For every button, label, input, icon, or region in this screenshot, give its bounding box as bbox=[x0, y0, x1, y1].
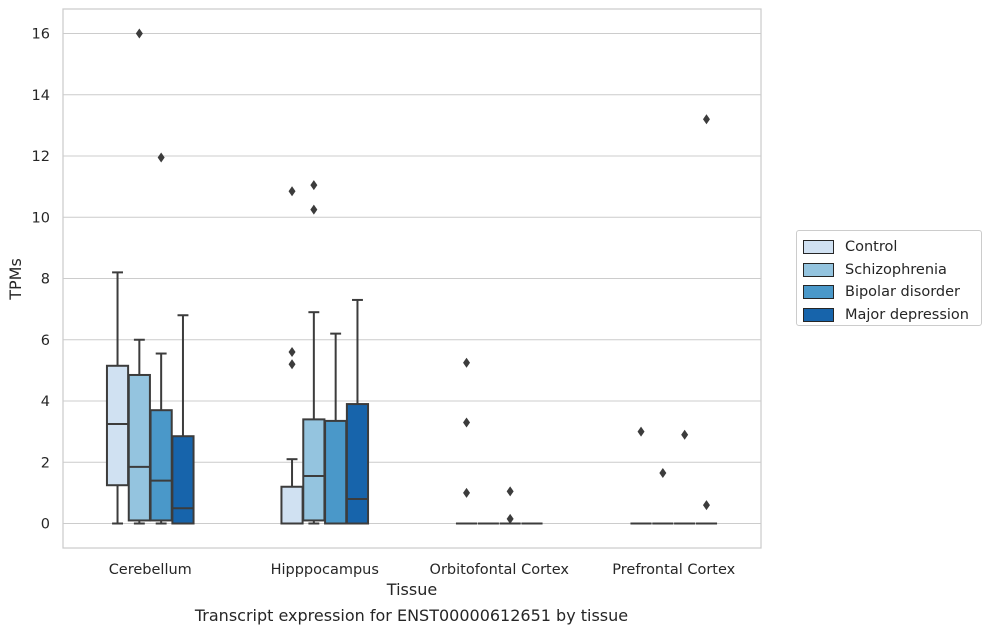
box-group-major-depression-hipppocampus bbox=[345, 298, 370, 525]
outlier-schizophrenia-hipppocampus-0 bbox=[310, 204, 318, 215]
y-tick-label-16: 16 bbox=[32, 27, 50, 43]
legend-label-control: Control bbox=[845, 239, 898, 255]
box-schizophrenia-hipppocampus bbox=[302, 418, 326, 522]
y-tick-label-4: 4 bbox=[41, 394, 50, 410]
outlier-bipolar-disorder-orbitofontal-cortex-0 bbox=[506, 513, 514, 524]
outlier-major-depression-prefrontal-cortex-0 bbox=[702, 500, 710, 511]
x-tick-label-hipppocampus: Hipppocampus bbox=[271, 562, 379, 578]
outliers-layer bbox=[135, 28, 710, 524]
legend-swatch-bipolar-disorder bbox=[803, 285, 834, 300]
legend-item-schizophrenia: Schizophrenia bbox=[803, 259, 981, 282]
figure-caption: Transcript expression for ENST0000061265… bbox=[194, 606, 629, 625]
legend-item-major-depression: Major depression bbox=[803, 304, 981, 327]
outlier-control-hipppocampus-1 bbox=[288, 347, 296, 357]
legend-label-schizophrenia: Schizophrenia bbox=[845, 261, 947, 278]
legend-swatch-control bbox=[803, 240, 834, 255]
x-tick-label-cerebellum: Cerebellum bbox=[109, 562, 192, 578]
outlier-control-hipppocampus-2 bbox=[288, 186, 296, 197]
x-tick-label-orbitofontal-cortex: Orbitofontal Cortex bbox=[430, 562, 570, 578]
box-group-schizophrenia-hipppocampus bbox=[302, 311, 326, 525]
legend-item-bipolar-disorder: Bipolar disorder bbox=[803, 281, 981, 304]
box-group-major-depression-cerebellum bbox=[171, 314, 195, 525]
outlier-bipolar-disorder-orbitofontal-cortex-1 bbox=[506, 486, 514, 497]
outlier-control-prefrontal-cortex-0 bbox=[637, 426, 645, 437]
outlier-control-orbitofontal-cortex-0 bbox=[463, 487, 471, 498]
y-tick-label-12: 12 bbox=[32, 149, 50, 165]
y-tick-label-2: 2 bbox=[41, 455, 50, 471]
outlier-major-depression-prefrontal-cortex-1 bbox=[702, 114, 710, 125]
legend: Control Schizophrenia Bipolar disorder M… bbox=[796, 230, 982, 326]
legend-swatch-major-depression bbox=[803, 307, 834, 322]
x-axis-label: Tissue bbox=[386, 580, 437, 599]
y-tick-label-10: 10 bbox=[32, 210, 50, 226]
outlier-control-hipppocampus-0 bbox=[288, 359, 296, 370]
boxes-layer bbox=[105, 271, 718, 525]
y-axis-label: TPMs bbox=[6, 258, 25, 301]
outlier-schizophrenia-prefrontal-cortex-0 bbox=[659, 467, 667, 478]
y-tick-label-14: 14 bbox=[32, 88, 50, 104]
outlier-control-orbitofontal-cortex-1 bbox=[463, 417, 471, 428]
y-tick-label-6: 6 bbox=[41, 333, 50, 349]
box-major-depression-cerebellum bbox=[171, 435, 195, 525]
legend-item-control: Control bbox=[803, 236, 981, 259]
box-bipolar-disorder-hipppocampus bbox=[324, 419, 348, 525]
box-group-schizophrenia-cerebellum bbox=[127, 338, 151, 525]
outlier-bipolar-disorder-cerebellum-0 bbox=[157, 152, 165, 163]
box-group-bipolar-disorder-hipppocampus bbox=[324, 332, 348, 525]
outlier-bipolar-disorder-prefrontal-cortex-0 bbox=[681, 429, 689, 440]
plot-frame bbox=[62, 8, 762, 549]
outlier-control-orbitofontal-cortex-2 bbox=[463, 357, 471, 368]
legend-label-major-depression: Major depression bbox=[845, 306, 969, 323]
x-tick-label-prefrontal-cortex: Prefrontal Cortex bbox=[612, 562, 735, 578]
legend-label-bipolar-disorder: Bipolar disorder bbox=[845, 284, 960, 300]
box-major-depression-hipppocampus bbox=[345, 403, 370, 525]
box-schizophrenia-cerebellum bbox=[127, 373, 151, 522]
box-group-bipolar-disorder-cerebellum bbox=[149, 352, 173, 525]
y-tick-label-8: 8 bbox=[41, 272, 50, 288]
outlier-schizophrenia-cerebellum-0 bbox=[135, 28, 143, 39]
box-group-control-hipppocampus bbox=[280, 458, 304, 525]
box-control-hipppocampus bbox=[280, 485, 304, 525]
legend-swatch-schizophrenia bbox=[803, 262, 834, 277]
y-tick-label-0: 0 bbox=[41, 517, 50, 533]
box-bipolar-disorder-cerebellum bbox=[149, 409, 173, 522]
axis-ticks: 0 2 4 6 8 10 12 14 16 Cerebellum Hipppocampus Orbit… bbox=[32, 27, 736, 579]
box-group-control-cerebellum bbox=[105, 271, 130, 525]
outlier-schizophrenia-hipppocampus-1 bbox=[310, 180, 318, 191]
box-control-cerebellum bbox=[105, 364, 130, 487]
